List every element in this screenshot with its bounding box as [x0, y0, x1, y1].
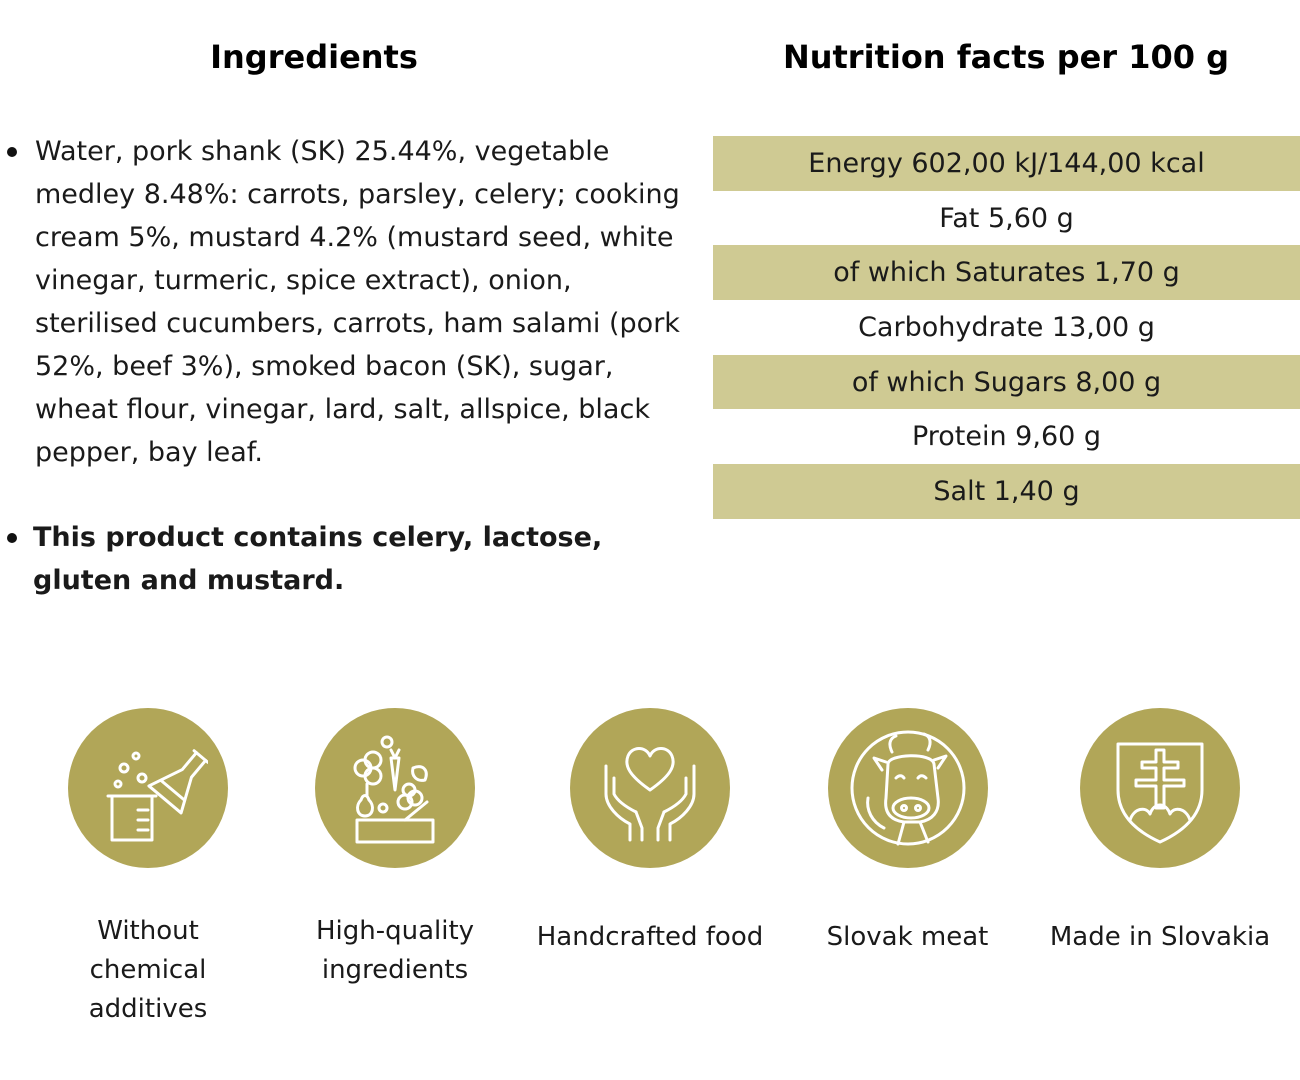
feature-label: Handcrafted food [536, 922, 764, 952]
nutrition-row-carbohydrate: Carbohydrate 13,00 g [858, 311, 1155, 343]
allergens-item: This product contains celery, lactose, g… [0, 516, 633, 602]
nutrition-row-salt: Salt 1,40 g [713, 464, 1300, 519]
slovak-emblem-icon [1080, 708, 1240, 868]
nutrition-row-protein: Protein 9,60 g [911, 421, 1102, 453]
flask-beaker-icon [68, 708, 228, 868]
feature-made-in-slovakia: Made in Slovakia [1040, 708, 1280, 952]
nutrition-row-energy: Energy 602,00 kJ/144,00 kcal [713, 136, 1300, 191]
bullet-icon [7, 147, 17, 157]
ingredients-text: Water, pork shank (SK) 25.44%, vegetable… [35, 136, 680, 468]
allergens-text: This product contains celery, lactose, g… [33, 522, 603, 596]
feature-quality-ingredients: High-quality ingredients [295, 708, 495, 985]
feature-handcrafted: Handcrafted food [525, 708, 775, 952]
nutrition-heading: Nutrition facts per 100 g [782, 38, 1230, 76]
feature-label: Without chemical additives [88, 916, 208, 1024]
nutrition-table: Energy 602,00 kJ/144,00 kcal Fat 5,60 g … [713, 136, 1300, 519]
feature-label: Made in Slovakia [1049, 922, 1271, 952]
cow-icon [827, 708, 988, 868]
feature-label: High-quality ingredients [315, 916, 475, 985]
feature-label: Slovak meat [826, 922, 989, 952]
ingredients-item: Water, pork shank (SK) 25.44%, vegetable… [0, 130, 690, 474]
ingredients-heading: Ingredients [210, 38, 418, 76]
feature-slovak-meat: Slovak meat [805, 708, 1010, 952]
nutrition-row-fat: Fat 5,60 g [939, 202, 1074, 234]
nutrition-row-sugars: of which Sugars 8,00 g [713, 354, 1300, 410]
heart-hands-icon [570, 708, 730, 868]
bullet-icon [7, 533, 17, 543]
vegetables-icon [315, 708, 475, 868]
ingredients-list: Water, pork shank (SK) 25.44%, vegetable… [0, 130, 690, 602]
feature-no-additives: Without chemical additives [48, 708, 248, 1024]
nutrition-row-saturates: of which Saturates 1,70 g [713, 245, 1300, 301]
